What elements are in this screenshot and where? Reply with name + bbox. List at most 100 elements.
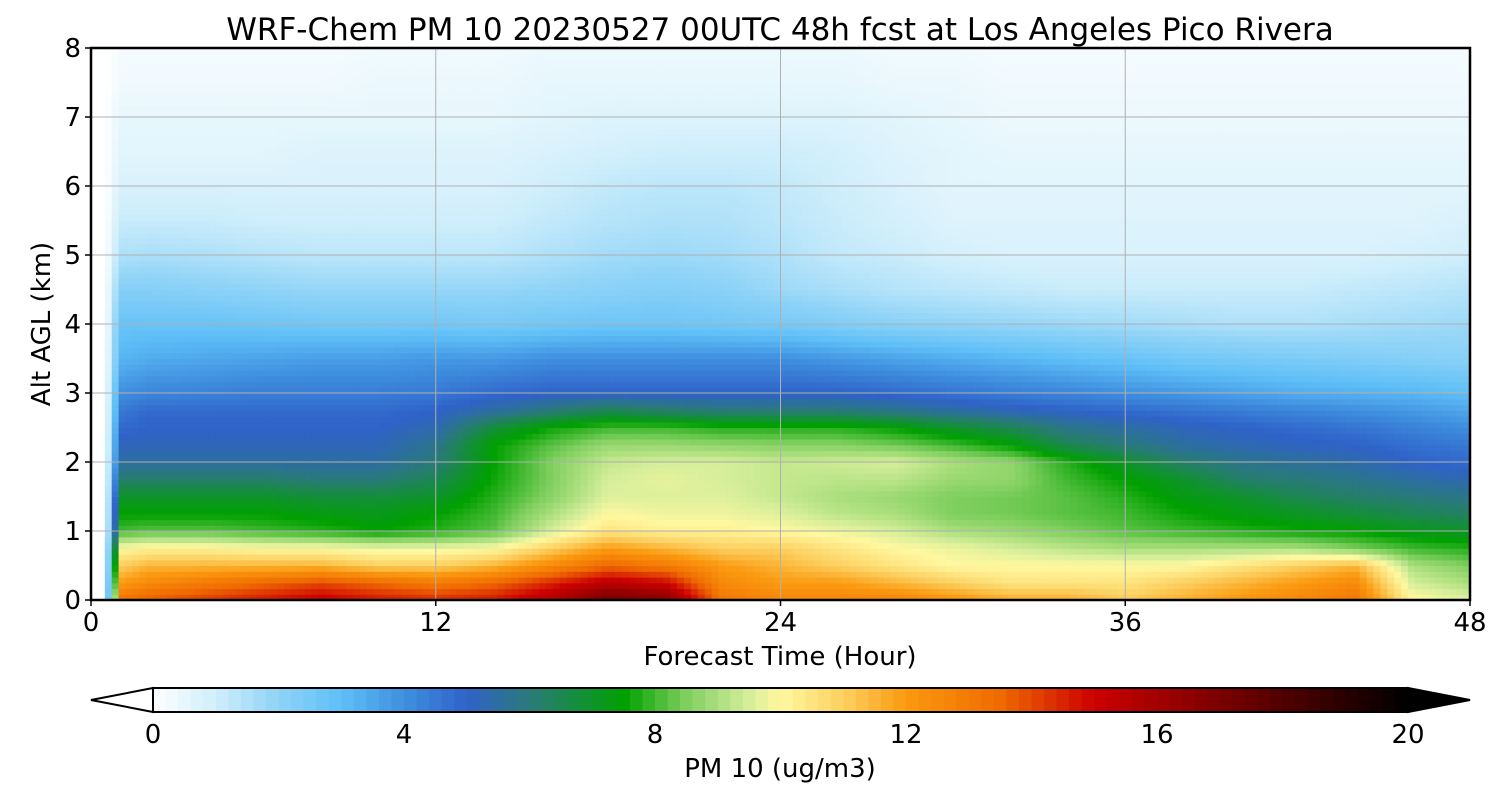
heatmap-cell [1014,577,1023,584]
heatmap-cell [1152,542,1161,549]
heatmap-cell [1318,513,1326,521]
heatmap-cell [366,467,375,475]
heatmap-cell [270,496,278,503]
heatmap-cell [1207,548,1216,555]
heatmap-cell [359,542,368,549]
heatmap-cell [973,565,982,572]
heatmap-cell [1083,502,1092,509]
heatmap-cell [601,496,609,503]
heatmap-cell [1173,582,1181,590]
heatmap-cell [504,456,513,463]
heatmap-cell [1276,467,1285,475]
heatmap-cell [235,462,244,469]
heatmap-cell [649,496,657,503]
heatmap-cell [925,565,933,572]
heatmap-cell [787,531,795,538]
heatmap-cell [966,542,975,549]
heatmap-cell [663,525,671,532]
heatmap-cell [656,508,664,515]
heatmap-cell [1214,508,1223,515]
heatmap-cell [966,531,975,538]
heatmap-cell [187,594,196,600]
heatmap-cell [635,490,644,498]
heatmap-cell [725,479,733,486]
heatmap-cell [835,594,844,600]
heatmap-cell [615,462,623,469]
heatmap-cell [1104,571,1113,578]
heatmap-cell [1049,594,1057,600]
heatmap-cell [697,473,706,480]
heatmap-cell [959,496,968,503]
heatmap-cell [628,588,637,595]
heatmap-cell [1283,548,1292,555]
heatmap-cell [97,525,106,532]
heatmap-cell [628,542,637,549]
heatmap-cell [683,473,692,480]
heatmap-cell [1083,525,1092,532]
heatmap-cell [1187,485,1195,492]
heatmap-cell [1221,565,1230,572]
heatmap-cell [428,565,437,572]
heatmap-cell [449,531,458,538]
heatmap-cell [463,531,471,538]
heatmap-cell [1256,559,1264,567]
heatmap-cell [1014,485,1023,492]
heatmap-cell [677,485,685,492]
heatmap-cell [97,582,106,590]
heatmap-cell [394,542,402,549]
heatmap-cell [663,542,671,549]
heatmap-cell [1456,485,1464,492]
heatmap-cell [387,467,395,475]
heatmap-cell [656,462,664,469]
heatmap-cell [270,554,278,561]
heatmap-cell [228,462,237,469]
heatmap-cell [166,473,175,480]
heatmap-cell [311,554,320,561]
heatmap-cell [194,519,202,526]
heatmap-cell [711,548,720,555]
heatmap-cell [759,496,768,503]
heatmap-cell [1042,565,1050,572]
heatmap-cell [1090,559,1099,567]
heatmap-cell [118,594,127,600]
heatmap-cell [125,479,133,486]
heatmap-cell [490,565,499,572]
heatmap-cell [421,542,430,549]
heatmap-cell [1373,554,1381,561]
heatmap-cell [1270,577,1278,584]
heatmap-cell [801,525,809,532]
heatmap-cell [332,565,340,572]
heatmap-cell [863,577,871,584]
heatmap-cell [1090,554,1099,561]
heatmap-cell [994,496,1002,503]
heatmap-cell [304,513,313,521]
heatmap-cell [980,513,988,521]
heatmap-cell [456,542,464,549]
heatmap-cell [497,473,506,480]
heatmap-cell [346,565,354,572]
heatmap-cell [387,513,395,521]
heatmap-cell [415,467,423,475]
heatmap-cell [318,565,327,572]
heatmap-cell [780,473,788,480]
heatmap-cell [380,559,389,567]
heatmap-cell [828,519,837,526]
heatmap-cell [1325,571,1333,578]
heatmap-cell [1338,508,1347,515]
heatmap-cell [594,467,602,475]
heatmap-cell [925,559,933,567]
heatmap-cell [697,525,706,532]
heatmap-cell [484,588,492,595]
heatmap-cell [904,467,913,475]
heatmap-cell [615,582,623,590]
heatmap-cell [1056,542,1064,549]
heatmap-cell [1290,490,1299,498]
heatmap-cell [249,490,258,498]
heatmap-cell [1345,565,1354,572]
heatmap-cell [1304,496,1313,503]
heatmap-cell [1463,554,1470,561]
heatmap-cell [1235,456,1244,463]
heatmap-cell [1049,559,1057,567]
heatmap-cell [1056,565,1064,572]
heatmap-cell [1338,462,1347,469]
